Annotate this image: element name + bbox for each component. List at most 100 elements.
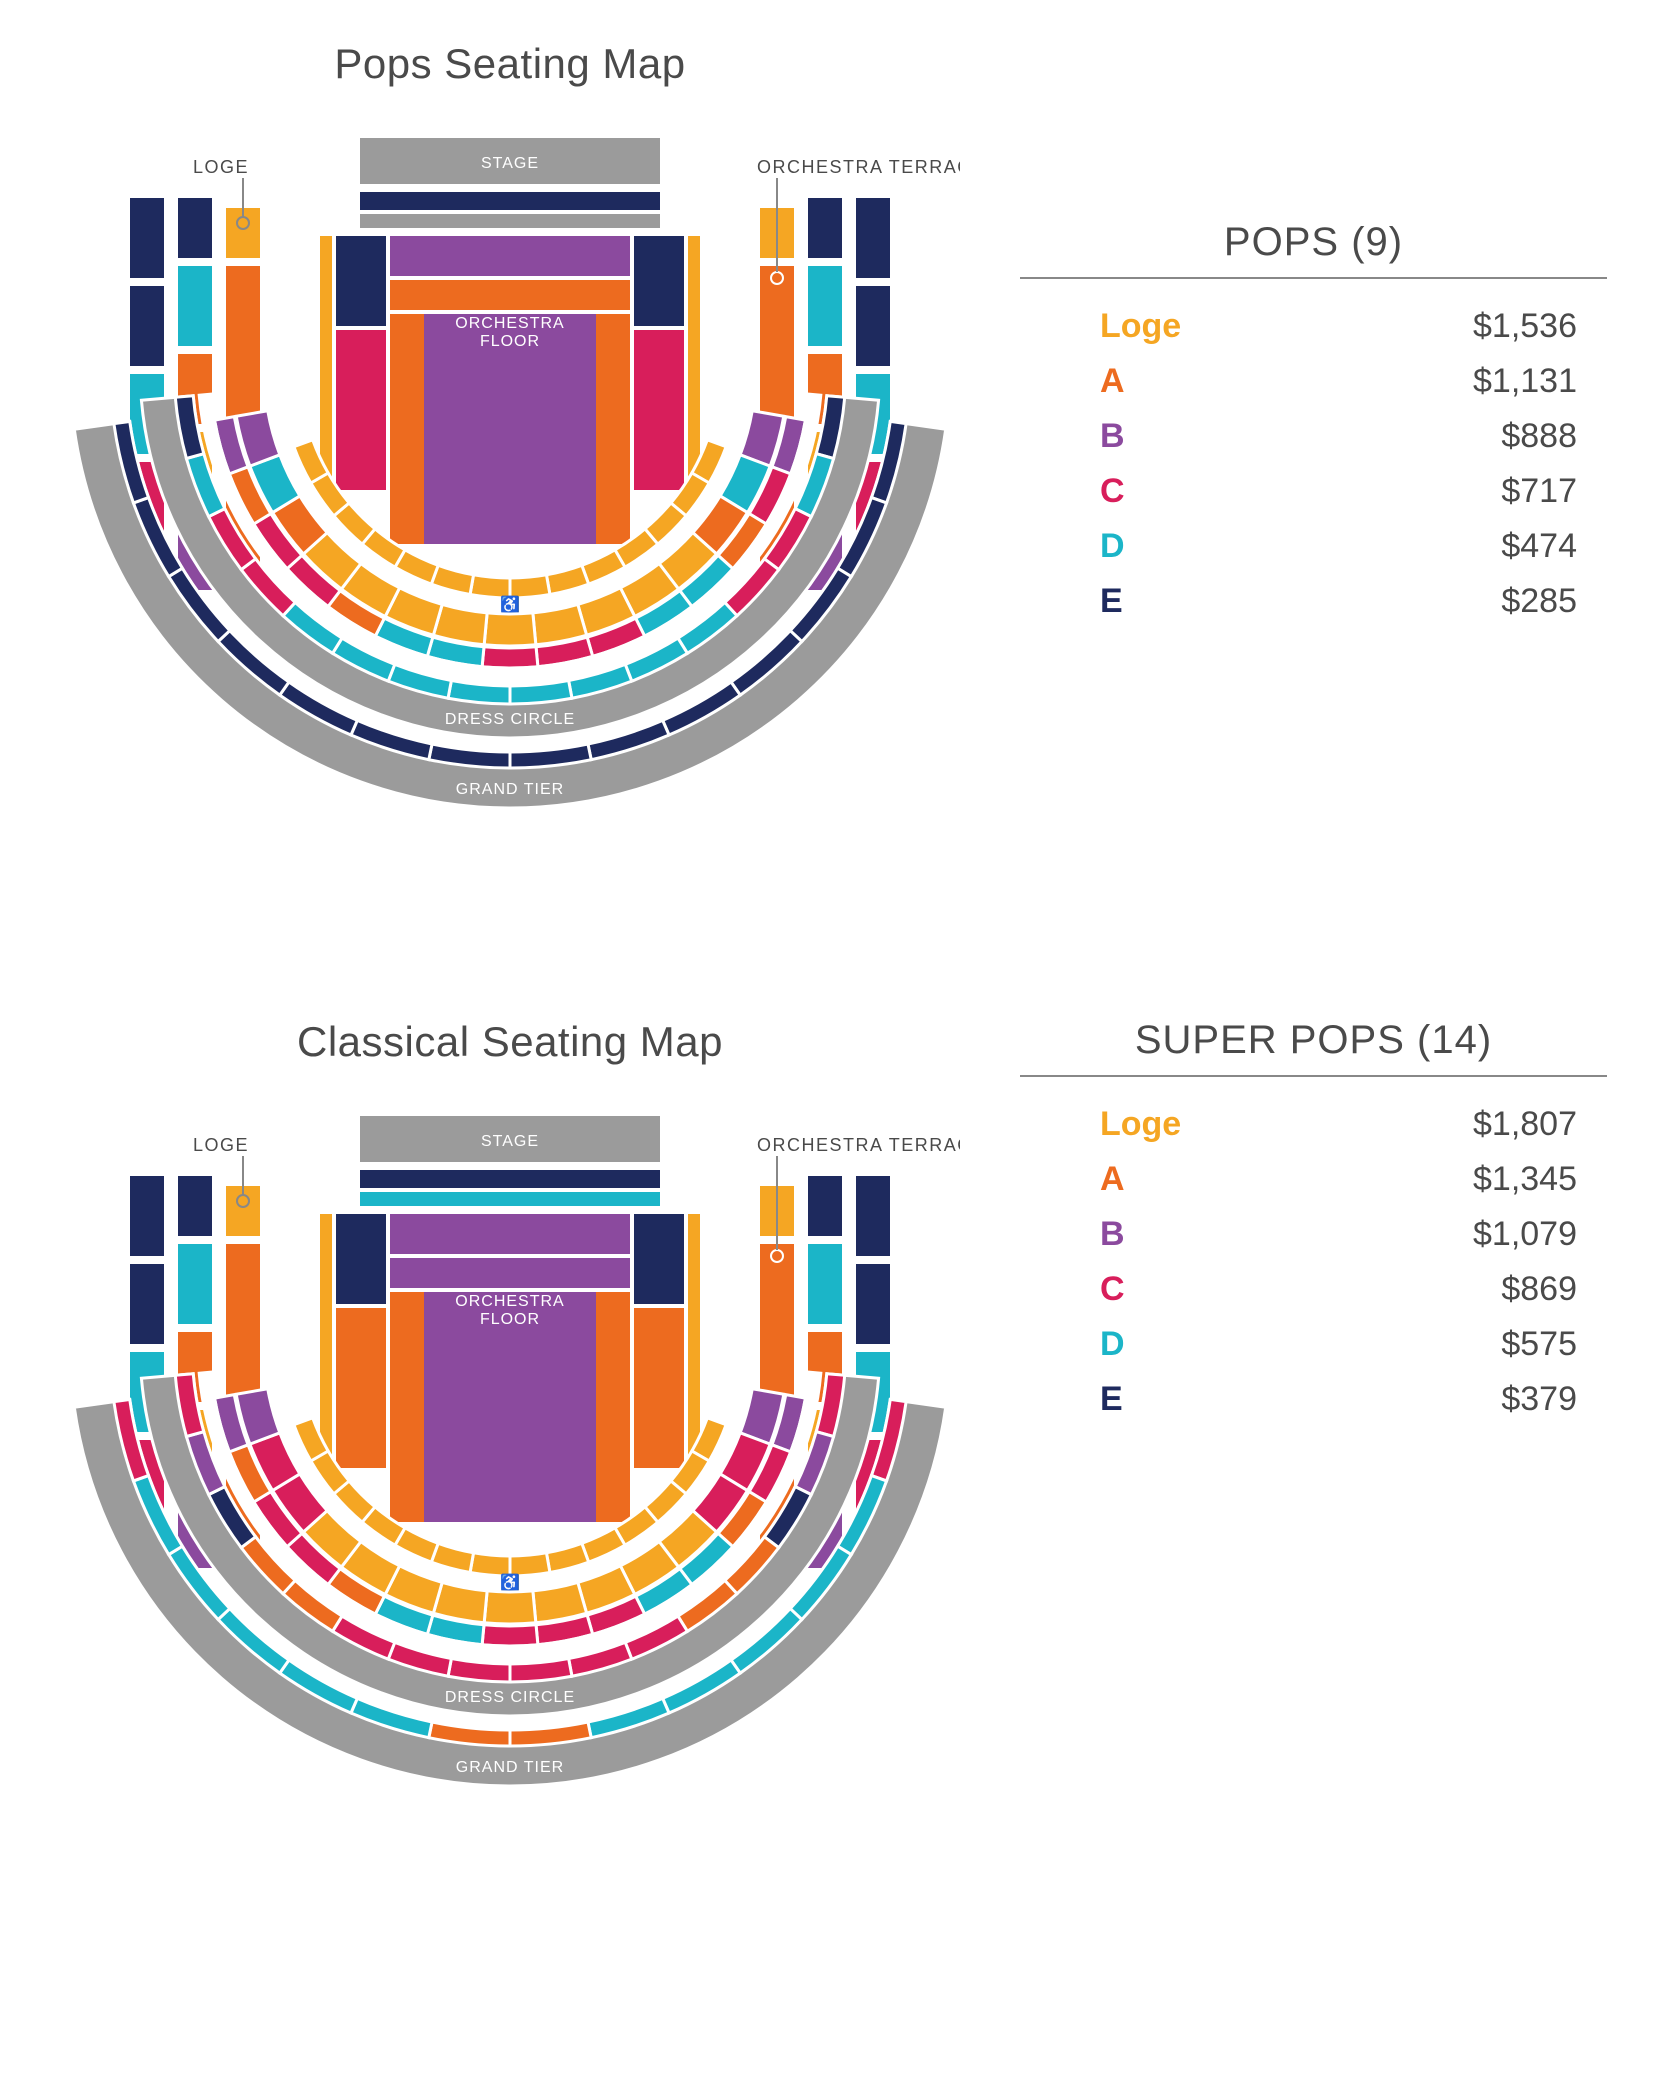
tier-price: $1,536 (1473, 307, 1577, 346)
price-line: B$1,079 (1020, 1207, 1607, 1262)
orchestra-floor-top (390, 236, 630, 276)
side-block (856, 1264, 890, 1344)
side-block (808, 198, 842, 258)
tier-label: A (1100, 362, 1125, 401)
tier-label: E (1100, 1380, 1123, 1419)
pops-price-list: Loge $1,536 A $1,131 B $888 C $717 D $474 E $285 (1020, 299, 1607, 629)
orchestra-floor-label: ORCHESTRA (455, 315, 564, 332)
orchestra-floor-label: ORCHESTRA (455, 1293, 564, 1310)
loge-label: LOGE (193, 157, 249, 177)
price-line: A $1,131 (1020, 354, 1607, 409)
tier-price: $1,807 (1473, 1105, 1577, 1144)
terrace-strip (360, 192, 660, 210)
terrace-strip (360, 1192, 660, 1206)
loge-strip (688, 1214, 700, 1474)
pops-price-header: POPS (9) (1020, 220, 1607, 279)
pops-seating-map: LOGE ORCHESTRA TERRACE STAGE ORCHESTRAFLOOR… (60, 118, 960, 938)
tier-price: $1,079 (1473, 1215, 1577, 1254)
mezz-ring-2 (482, 647, 538, 668)
dress-circle-edge (448, 681, 510, 704)
side-block (178, 1176, 212, 1236)
wheelchair-icon: ♿ (500, 595, 520, 614)
side-block (178, 266, 212, 346)
loge-ring (510, 1553, 550, 1576)
orchestra-floor-side (596, 314, 630, 544)
superpops-price-list: Loge$1,807A$1,345B$1,079C$869D$575E$379 (1020, 1097, 1607, 1427)
terrace-strip (360, 214, 660, 228)
tier-label: E (1100, 582, 1123, 621)
side-block (130, 198, 164, 278)
grand-tier-label: GRAND TIER (456, 1759, 564, 1776)
tier-label: B (1100, 417, 1125, 456)
pops-price-title: POPS (1224, 220, 1339, 264)
side-block (856, 286, 890, 366)
tier-price: $1,131 (1473, 362, 1577, 401)
pops-map-column: Pops Seating Map LOGE ORCHESTRA TERRACE ST… (60, 40, 960, 938)
flank (336, 236, 386, 326)
orchestra-floor-band (390, 1258, 630, 1288)
tier-price: $717 (1501, 472, 1577, 511)
price-line: B $888 (1020, 409, 1607, 464)
flank (634, 1308, 684, 1468)
tier-label: C (1100, 1270, 1125, 1309)
loge-ring (470, 1553, 510, 1576)
pops-map-title: Pops Seating Map (60, 40, 960, 88)
tier-price: $379 (1501, 1380, 1577, 1419)
price-line: C $717 (1020, 464, 1607, 519)
tier-label: Loge (1100, 1105, 1181, 1144)
tier-label: C (1100, 472, 1125, 511)
tier-price: $1,345 (1473, 1160, 1577, 1199)
price-line: E $285 (1020, 574, 1607, 629)
tier-price: $474 (1501, 527, 1577, 566)
classical-map-column: Classical Seating Map LOGEORCHESTRA TERR… (60, 1018, 960, 1916)
tier-label: D (1100, 1325, 1125, 1364)
tier-label: A (1100, 1160, 1125, 1199)
tier-label: Loge (1100, 307, 1181, 346)
orchestra-floor-label-2: FLOOR (480, 333, 540, 350)
orchestra-floor-side (390, 314, 424, 544)
loge-strip (320, 1214, 332, 1474)
mezz-ring-2 (482, 1625, 538, 1646)
loge-ring (470, 575, 510, 598)
pops-price-column: POPS (9) Loge $1,536 A $1,131 B $888 C $717 D $47… (1020, 40, 1607, 629)
side-block (130, 286, 164, 366)
price-line: Loge $1,807 (1020, 1097, 1607, 1152)
orchestra-floor-top (390, 1214, 630, 1254)
orchestra-terrace-label: ORCHESTRA TERRACE (757, 157, 960, 177)
side-block (178, 1244, 212, 1324)
side-block (130, 1264, 164, 1344)
row-pops: Pops Seating Map LOGE ORCHESTRA TERRACE ST… (60, 40, 1607, 938)
loge-strip (688, 236, 700, 496)
tier-label: D (1100, 527, 1125, 566)
price-line: D $474 (1020, 519, 1607, 574)
orchestra-floor-side (390, 1292, 424, 1522)
flank (634, 1214, 684, 1304)
superpops-price-count: (14) (1417, 1018, 1492, 1062)
superpops-price-column: SUPER POPS (14) Loge$1,807A$1,345B$1,079… (1020, 1018, 1607, 1427)
wheelchair-icon: ♿ (500, 1573, 520, 1592)
side-block (808, 266, 842, 346)
side-block (808, 1176, 842, 1236)
price-line: Loge $1,536 (1020, 299, 1607, 354)
loge-ring (510, 575, 550, 598)
flank (336, 330, 386, 490)
tier-price: $888 (1501, 417, 1577, 456)
dress-circle-edge (510, 1659, 572, 1682)
dress-circle-edge (510, 681, 572, 704)
side-block (178, 198, 212, 258)
side-block (808, 1244, 842, 1324)
grand-tier-label: GRAND TIER (456, 781, 564, 798)
classical-map-title: Classical Seating Map (60, 1018, 960, 1066)
tier-price: $285 (1501, 582, 1577, 621)
terrace-strip (360, 1170, 660, 1188)
mezz-ring-1 (484, 613, 536, 646)
flank (634, 236, 684, 326)
stage-label: STAGE (481, 155, 539, 172)
flank (634, 330, 684, 490)
row-classical: Classical Seating Map LOGEORCHESTRA TERR… (60, 1018, 1607, 1916)
orchestra-floor-band (390, 280, 630, 310)
price-line: C$869 (1020, 1262, 1607, 1317)
orchestra-floor-side (596, 1292, 630, 1522)
dress-circle-label: DRESS CIRCLE (445, 711, 575, 728)
stage-label: STAGE (481, 1133, 539, 1150)
